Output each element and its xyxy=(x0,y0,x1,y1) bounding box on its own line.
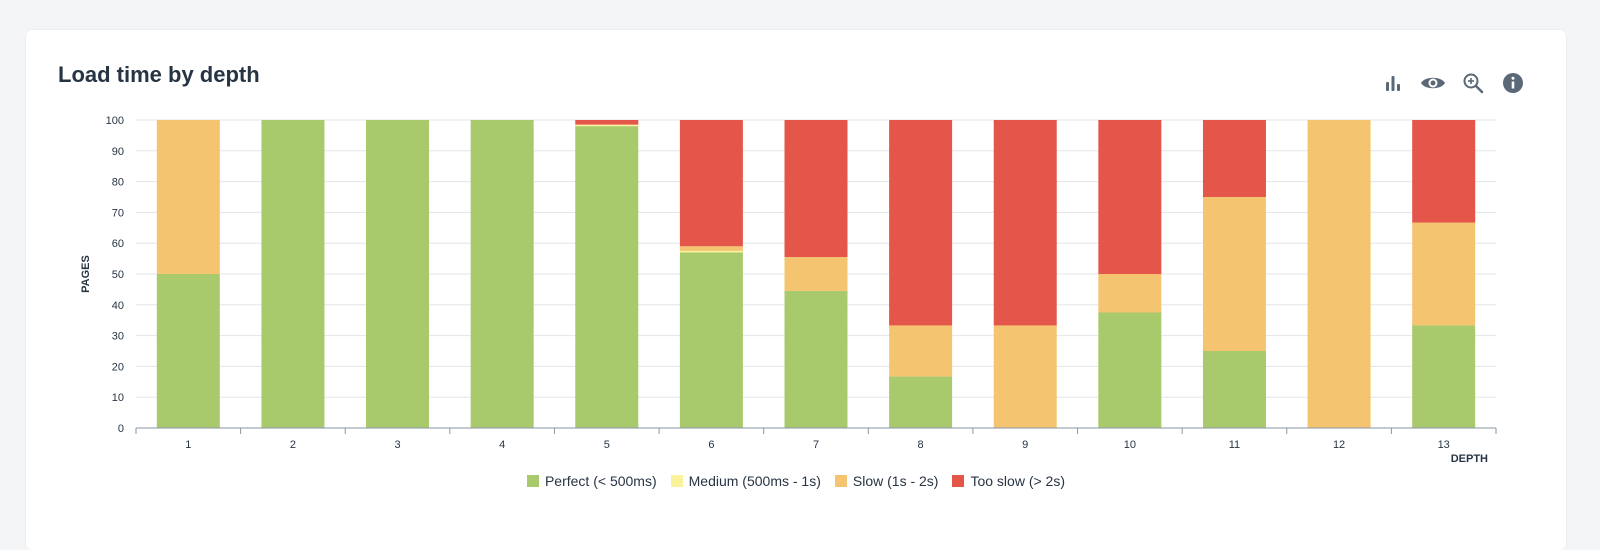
x-tick-label: 10 xyxy=(1124,439,1136,451)
bar-segment-slow[interactable] xyxy=(1307,120,1371,428)
bar-segment-perfect[interactable] xyxy=(470,120,534,428)
legend-swatch-too-slow xyxy=(952,475,965,487)
y-tick-label: 10 xyxy=(112,392,124,404)
bar-segment-perfect[interactable] xyxy=(261,120,325,428)
bar-segment-perfect[interactable] xyxy=(679,252,743,428)
y-tick-label: 20 xyxy=(112,361,124,373)
x-tick-label: 2 xyxy=(290,439,296,451)
x-tick-label: 5 xyxy=(604,439,610,451)
info-button[interactable] xyxy=(1500,70,1526,96)
x-tick-label: 8 xyxy=(918,439,924,451)
bar-segment-medium[interactable] xyxy=(575,124,639,127)
bar-segment-too-slow[interactable] xyxy=(1202,120,1266,197)
chart-toolbar xyxy=(1380,70,1526,96)
bar-chart-button[interactable] xyxy=(1380,70,1406,96)
bar-segment-perfect[interactable] xyxy=(1412,325,1476,428)
bar-segment-slow[interactable] xyxy=(1202,197,1266,351)
y-tick-label: 30 xyxy=(112,331,124,343)
bar-segment-too-slow[interactable] xyxy=(784,120,848,258)
x-tick-label: 7 xyxy=(813,439,819,451)
bar-segment-slow[interactable] xyxy=(889,325,953,377)
y-tick-label: 100 xyxy=(106,115,124,127)
bar-segment-slow[interactable] xyxy=(1098,274,1162,313)
y-tick-label: 70 xyxy=(112,207,124,219)
bar-chart-icon xyxy=(1386,76,1400,91)
bar-segment-perfect[interactable] xyxy=(575,126,639,428)
bar-segment-perfect[interactable] xyxy=(1202,351,1266,428)
bar-segment-slow[interactable] xyxy=(1412,222,1476,326)
bar-segment-too-slow[interactable] xyxy=(575,120,639,125)
x-tick-label: 1 xyxy=(185,439,191,451)
bar-segment-perfect[interactable] xyxy=(784,290,848,428)
legend-item-medium[interactable]: Medium (500ms - 1s) xyxy=(670,473,821,489)
bar-segment-perfect[interactable] xyxy=(366,120,430,428)
legend-label-slow: Slow (1s - 2s) xyxy=(852,473,939,489)
legend-item-too-slow[interactable]: Too slow (> 2s) xyxy=(952,473,1065,489)
bar-segment-slow[interactable] xyxy=(993,325,1057,428)
bar-segment-too-slow[interactable] xyxy=(679,120,743,247)
x-tick-label: 12 xyxy=(1333,439,1345,451)
bar-segment-too-slow[interactable] xyxy=(889,120,953,326)
y-tick-label: 60 xyxy=(112,238,124,250)
eye-button[interactable] xyxy=(1420,70,1446,96)
legend-swatch-perfect xyxy=(526,475,539,487)
chart-legend: Perfect (< 500ms) Medium (500ms - 1s) Sl… xyxy=(26,473,1566,489)
bar-segment-too-slow[interactable] xyxy=(993,120,1057,326)
bar-segment-too-slow[interactable] xyxy=(1098,120,1162,274)
y-tick-label: 90 xyxy=(112,146,124,158)
x-tick-label: 4 xyxy=(499,439,505,451)
legend-swatch-slow xyxy=(834,475,847,487)
legend-item-perfect[interactable]: Perfect (< 500ms) xyxy=(526,473,657,489)
zoom-icon xyxy=(1463,73,1484,94)
bar-segment-medium[interactable] xyxy=(679,250,743,253)
legend-label-perfect: Perfect (< 500ms) xyxy=(544,473,657,489)
legend-label-too-slow: Too slow (> 2s) xyxy=(970,473,1066,489)
x-tick-label: 9 xyxy=(1022,439,1028,451)
y-tick-label: 0 xyxy=(118,423,124,435)
x-tick-label: 3 xyxy=(394,439,400,451)
bar-segment-perfect[interactable] xyxy=(889,376,953,428)
eye-icon xyxy=(1421,77,1445,89)
legend-label-medium: Medium (500ms - 1s) xyxy=(688,473,821,489)
bar-segment-too-slow[interactable] xyxy=(1412,120,1476,223)
x-tick-label: 6 xyxy=(708,439,714,451)
chart-title: Load time by depth xyxy=(58,62,260,87)
y-tick-label: 80 xyxy=(112,177,124,189)
bar-segment-slow[interactable] xyxy=(784,257,848,291)
info-icon xyxy=(1503,73,1523,93)
x-axis-label: DEPTH xyxy=(1451,453,1488,465)
legend-swatch-medium xyxy=(670,475,683,487)
x-tick-label: 11 xyxy=(1229,439,1240,451)
bar-segment-slow[interactable] xyxy=(156,120,220,274)
legend-item-slow[interactable]: Slow (1s - 2s) xyxy=(834,473,939,489)
y-tick-label: 50 xyxy=(112,269,124,281)
y-axis-label: PAGES xyxy=(80,255,92,293)
zoom-button[interactable] xyxy=(1460,70,1486,96)
x-tick-label: 13 xyxy=(1438,439,1450,451)
y-tick-label: 40 xyxy=(112,300,124,312)
bar-segment-perfect[interactable] xyxy=(156,274,220,428)
chart-card: Load time by depth xyxy=(26,30,1566,550)
bar-segment-perfect[interactable] xyxy=(1098,312,1162,429)
bar-segment-slow[interactable] xyxy=(679,246,743,251)
